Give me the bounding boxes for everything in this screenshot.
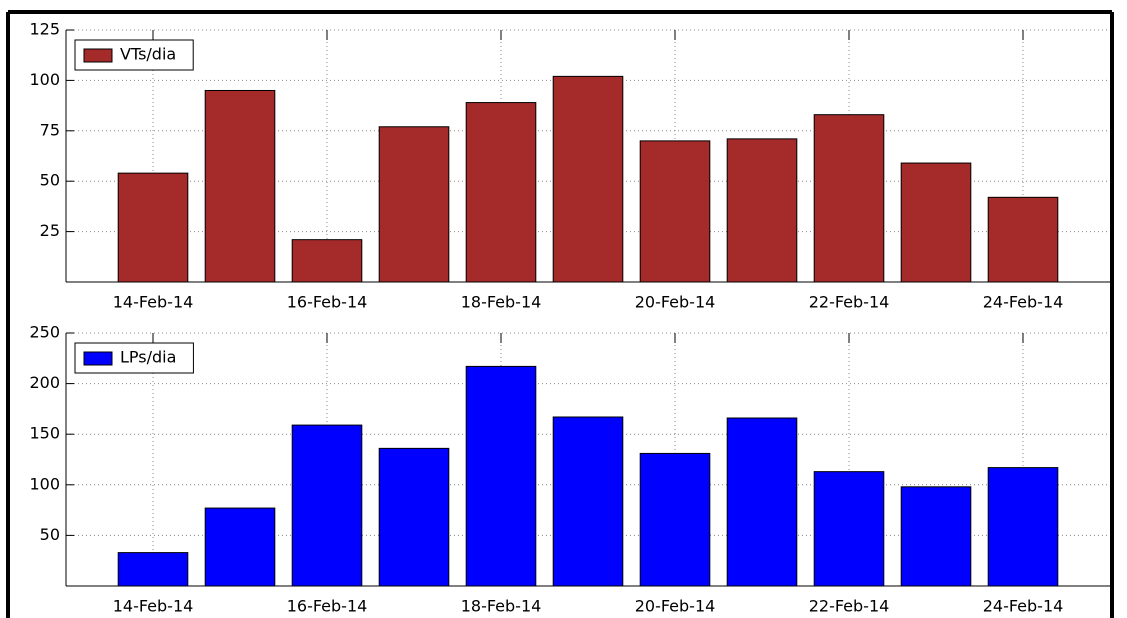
bar <box>204 89 276 283</box>
y-tick-label: 150 <box>29 424 60 443</box>
bar <box>378 447 450 587</box>
y-tick-label: 100 <box>29 70 60 89</box>
legend-box <box>74 342 194 374</box>
bar <box>465 365 537 587</box>
y-tick-label: 250 <box>29 323 60 342</box>
y-tick-label: 75 <box>40 120 60 139</box>
x-tick-label: 18-Feb-14 <box>461 597 542 616</box>
x-tick-label: 24-Feb-14 <box>983 293 1064 312</box>
bar <box>900 162 972 283</box>
bar <box>204 507 276 587</box>
bar <box>987 196 1059 283</box>
bar <box>117 172 189 283</box>
bar <box>726 417 798 587</box>
x-tick-label: 22-Feb-14 <box>809 597 890 616</box>
x-tick-label: 16-Feb-14 <box>287 293 368 312</box>
legend-label: VTs/dia <box>120 45 176 64</box>
bar <box>552 75 624 283</box>
y-tick-label: 50 <box>40 171 60 190</box>
y-tick-label: 25 <box>40 221 60 240</box>
x-tick-label: 20-Feb-14 <box>635 597 716 616</box>
legend-swatch <box>83 48 113 63</box>
bar <box>900 486 972 587</box>
legend-label: LPs/dia <box>120 348 176 367</box>
bar <box>639 140 711 283</box>
bar <box>813 471 885 587</box>
bar <box>378 126 450 283</box>
bar <box>552 416 624 587</box>
y-tick-label: 50 <box>40 525 60 544</box>
x-tick-label: 24-Feb-14 <box>983 597 1064 616</box>
y-tick-label: 200 <box>29 373 60 392</box>
bar <box>639 452 711 587</box>
bar <box>465 102 537 283</box>
x-tick-label: 16-Feb-14 <box>287 597 368 616</box>
bar <box>291 424 363 587</box>
y-tick-label: 125 <box>29 20 60 39</box>
x-tick-label: 20-Feb-14 <box>635 293 716 312</box>
bar <box>117 552 189 587</box>
bar <box>987 467 1059 587</box>
bar <box>291 239 363 283</box>
bar <box>813 114 885 283</box>
x-tick-label: 14-Feb-14 <box>113 293 194 312</box>
x-tick-label: 18-Feb-14 <box>461 293 542 312</box>
bar <box>726 138 798 283</box>
x-tick-label: 22-Feb-14 <box>809 293 890 312</box>
x-tick-label: 14-Feb-14 <box>113 597 194 616</box>
y-tick-label: 100 <box>29 474 60 493</box>
legend-swatch <box>83 351 113 366</box>
